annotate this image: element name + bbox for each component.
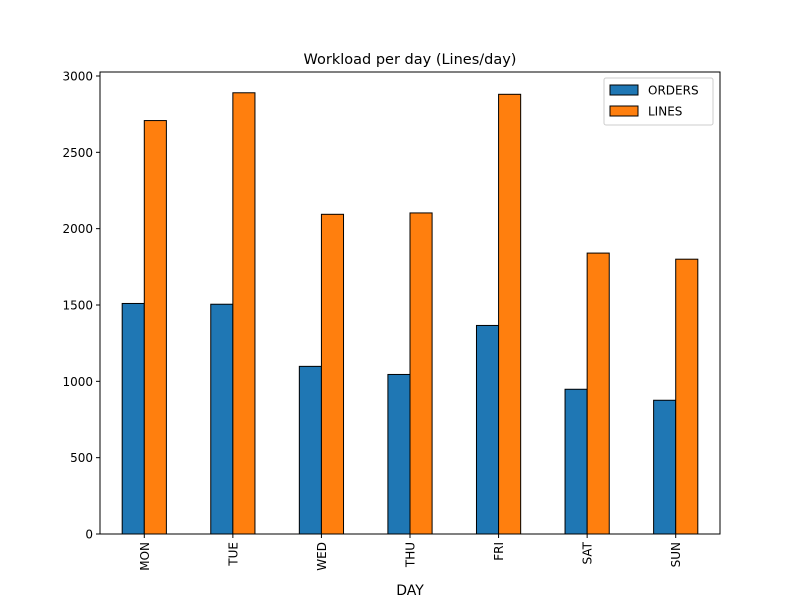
bar-lines-wed: [320, 213, 345, 535]
bar-lines-tue: [232, 92, 256, 535]
x-tick-label: SUN: [669, 542, 683, 567]
bar-orders-thu: [387, 373, 411, 535]
legend-label-orders: ORDERS: [648, 84, 699, 98]
x-tick-label: TUE: [226, 542, 240, 567]
x-axis: MON TUE WED THU FRI SAT SUN: [138, 534, 683, 571]
chart-title: Workload per day (Lines/day): [304, 52, 517, 68]
bars-group: [121, 92, 699, 535]
x-axis-label: DAY: [396, 583, 424, 599]
y-tick-label: 3000: [62, 69, 93, 83]
bar-lines-sat: [586, 252, 610, 535]
x-tick-label: WED: [315, 542, 329, 571]
bar-orders-mon: [121, 302, 145, 535]
legend: ORDERS LINES: [603, 77, 714, 126]
y-tick-label: 0: [85, 528, 93, 542]
y-tick-label: 1500: [62, 298, 93, 312]
bar-orders-tue: [210, 303, 234, 535]
bar-orders-fri: [475, 324, 500, 535]
x-tick-label: FRI: [492, 542, 506, 561]
y-tick-label: 1000: [62, 375, 93, 389]
x-tick-label: THU: [404, 542, 418, 568]
plot-frame: [99, 71, 721, 535]
legend-swatch-orders: [609, 84, 639, 96]
bar-orders-wed: [298, 365, 322, 535]
x-tick-label: SAT: [581, 541, 595, 564]
legend-swatch-lines: [609, 105, 639, 117]
bar-lines-thu: [409, 212, 433, 535]
legend-label-lines: LINES: [648, 105, 682, 119]
y-tick-label: 2000: [62, 222, 93, 236]
bar-orders-sun: [653, 399, 677, 535]
bar-orders-sat: [564, 388, 588, 535]
bar-lines-sun: [675, 258, 699, 535]
y-axis: 0 500 1000 1500 2000 2500 3000: [62, 69, 100, 542]
x-tick-label: MON: [138, 542, 152, 571]
y-tick-label: 2500: [62, 146, 93, 160]
y-tick-label: 500: [70, 451, 93, 465]
bar-lines-mon: [143, 120, 167, 535]
bar-lines-fri: [498, 93, 522, 535]
